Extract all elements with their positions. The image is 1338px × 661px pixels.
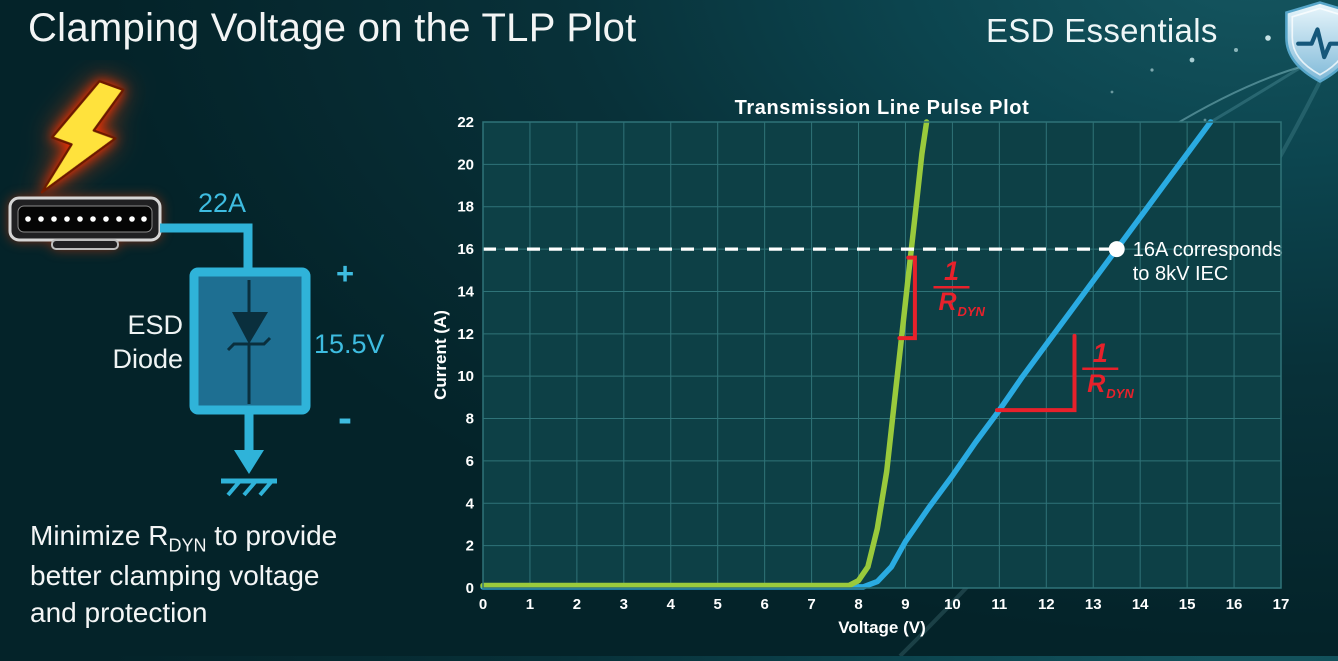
x-tick-label: 5 <box>714 596 722 613</box>
x-tick-label: 15 <box>1179 596 1196 613</box>
background-sparkle <box>1265 35 1271 41</box>
plot-border <box>482 121 1282 589</box>
background-sparkle <box>1203 118 1207 122</box>
x-tick-label: 7 <box>807 596 815 613</box>
y-tick-label: 12 <box>457 326 474 343</box>
tlp-chart-panel: 0 1 2 3 4 5 6 7 8 9 10 11 12 13 14 15 16 17 0 2 4 6 8 10 12 14 16 1… <box>431 96 1330 656</box>
y-tick-label: 6 <box>466 453 474 470</box>
marker-point-label: to 8kV IEC <box>1133 263 1229 285</box>
lightning-bolt-icon <box>40 80 125 194</box>
y-tick-label: 0 <box>466 580 474 597</box>
esd-circuit-diagram: 22A + 15.5V - ESD Diode <box>8 80 385 497</box>
shield-pulse-icon <box>1285 1 1338 83</box>
x-tick-label: 4 <box>667 596 676 613</box>
component-name-line2: Diode <box>112 344 183 374</box>
x-tick-label: 9 <box>901 596 909 613</box>
note-line-1: Minimize RDYN to provide <box>30 520 338 556</box>
x-tick-label: 16 <box>1226 596 1243 613</box>
surge-current-label: 22A <box>198 188 246 218</box>
background-sparkle <box>1110 90 1114 94</box>
x-tick-label: 11 <box>991 596 1007 613</box>
y-tick-label: 20 <box>457 156 474 173</box>
ground-icon <box>221 450 277 497</box>
clamp-voltage-label: 15.5V <box>314 329 385 359</box>
y-tick-label: 16 <box>457 241 474 258</box>
y-tick-label: 4 <box>466 495 475 512</box>
marker-point-label: 16A corresponds <box>1133 239 1283 261</box>
background-sparkle <box>1189 57 1195 63</box>
rdyn-fraction-numerator: 1 <box>1093 338 1108 368</box>
slope-bracket <box>897 255 917 341</box>
rdyn-fraction-subscript: DYN <box>957 304 985 319</box>
x-tick-label: 0 <box>479 596 487 613</box>
brand-name: ESD Essentials <box>986 12 1218 49</box>
note-line-3: and protection <box>30 597 208 629</box>
x-tick-label: 8 <box>854 596 862 613</box>
note-text: Minimize RDYN to provide better clamping… <box>30 518 440 632</box>
wire-top <box>160 223 253 272</box>
x-tick-label: 12 <box>1038 596 1055 613</box>
x-tick-label: 2 <box>573 596 581 613</box>
shield-inner-outline <box>1291 7 1338 76</box>
zener-diode-symbol-icon <box>226 280 272 404</box>
component-name-line1: ESD <box>127 310 183 340</box>
polarity-minus-label: - <box>338 394 352 441</box>
y-tick-label: 14 <box>457 283 474 300</box>
background-sparkle <box>1150 68 1154 72</box>
marker-point <box>1108 241 1125 258</box>
y-tick-label: 10 <box>457 368 474 385</box>
rdyn-fraction-subscript: DYN <box>1106 386 1134 401</box>
connector-icon <box>8 196 162 250</box>
slope-bracket <box>995 333 1077 413</box>
y-axis-label: Current (A) <box>431 310 450 400</box>
background-sparkle <box>1234 48 1238 52</box>
polarity-plus-label: + <box>336 256 354 291</box>
x-axis-label: Voltage (V) <box>838 618 926 637</box>
x-tick-label: 10 <box>944 596 961 613</box>
rdyn-fraction-numerator: 1 <box>944 256 959 286</box>
x-tick-label: 6 <box>760 596 768 613</box>
x-tick-label: 17 <box>1273 596 1290 613</box>
series-green-curve <box>480 119 930 589</box>
page-title: Clamping Voltage on the TLP Plot <box>28 6 637 50</box>
x-tick-label: 1 <box>526 596 534 613</box>
pulse-line-icon <box>1296 27 1338 60</box>
y-tick-label: 2 <box>466 538 474 555</box>
rdyn-fraction-denominator: R <box>938 288 956 316</box>
tlp-chart: 0 1 2 3 4 5 6 7 8 9 10 11 12 13 14 15 16 1702468101214161… <box>431 97 1290 637</box>
series-blue-curve <box>480 119 1214 590</box>
y-tick-label: 22 <box>457 114 474 131</box>
chart-title: Transmission Line Pulse Plot <box>735 97 1030 119</box>
rdyn-fraction-denominator: R <box>1087 370 1105 398</box>
x-tick-label: 13 <box>1085 596 1102 613</box>
x-tick-label: 3 <box>620 596 628 613</box>
y-tick-label: 18 <box>457 199 474 216</box>
note-line-2: better clamping voltage <box>30 560 320 592</box>
y-tick-label: 8 <box>466 411 474 428</box>
x-tick-label: 14 <box>1132 596 1149 613</box>
